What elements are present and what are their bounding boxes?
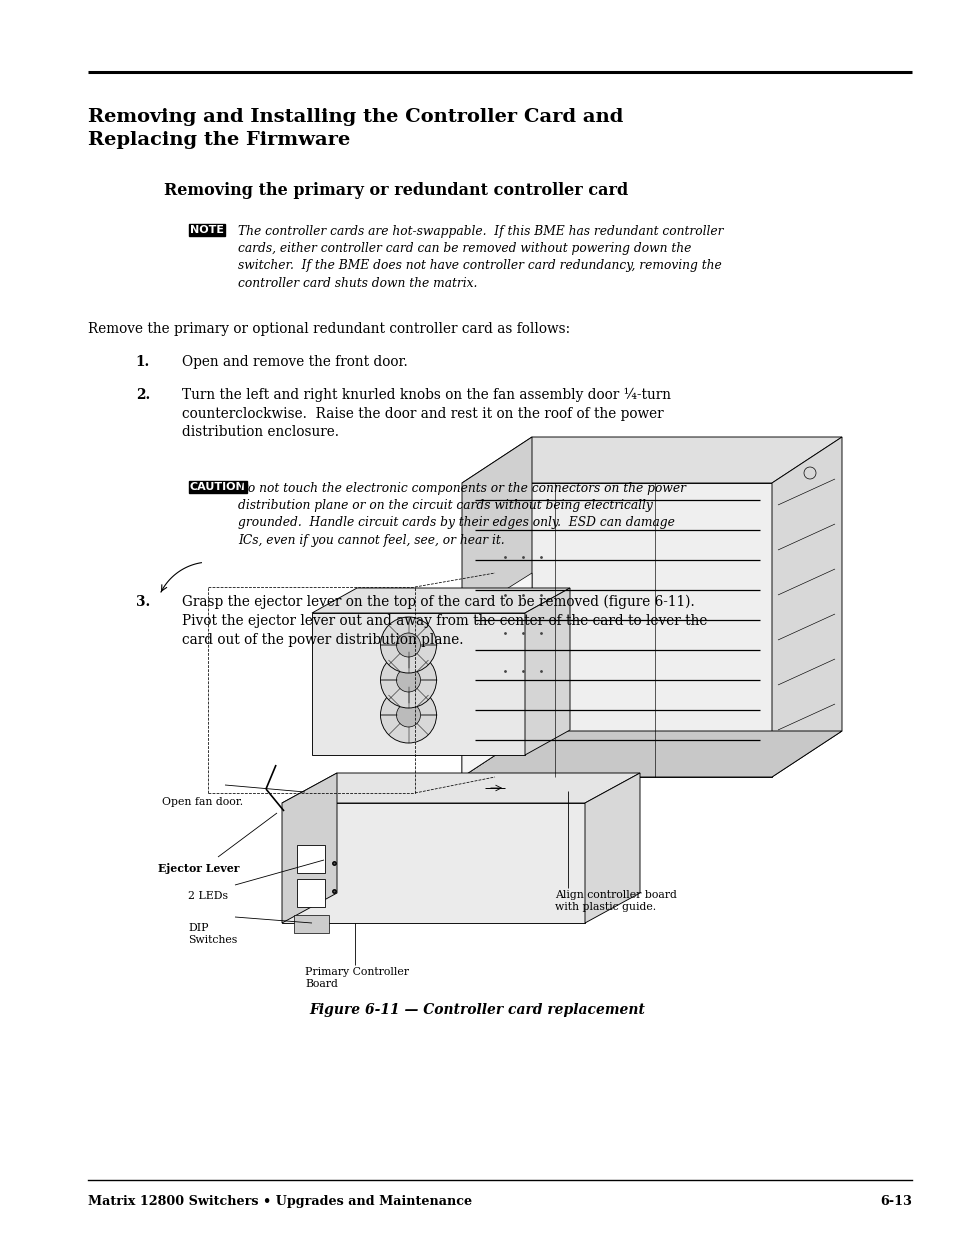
Text: 1.: 1. xyxy=(135,354,150,369)
Polygon shape xyxy=(461,573,532,777)
Text: Open fan door.: Open fan door. xyxy=(162,797,243,806)
Text: 3.: 3. xyxy=(135,595,150,609)
Text: Removing the primary or redundant controller card: Removing the primary or redundant contro… xyxy=(164,182,628,199)
Text: Grasp the ejector lever on the top of the card to be removed (figure 6-11).
Pivo: Grasp the ejector lever on the top of th… xyxy=(182,595,706,647)
Polygon shape xyxy=(282,803,584,923)
Circle shape xyxy=(396,703,420,727)
Text: The controller cards are hot-swappable.  If this BME has redundant controller
ca: The controller cards are hot-swappable. … xyxy=(237,225,722,289)
FancyBboxPatch shape xyxy=(296,845,325,873)
Polygon shape xyxy=(524,588,569,755)
Text: Remove the primary or optional redundant controller card as follows:: Remove the primary or optional redundant… xyxy=(88,322,570,336)
Text: Matrix 12800 Switchers • Upgrades and Maintenance: Matrix 12800 Switchers • Upgrades and Ma… xyxy=(88,1195,472,1208)
Text: CAUTION: CAUTION xyxy=(190,482,246,492)
Polygon shape xyxy=(282,773,639,803)
FancyBboxPatch shape xyxy=(294,915,329,932)
Text: Align controller board
with plastic guide.: Align controller board with plastic guid… xyxy=(555,890,677,911)
Polygon shape xyxy=(584,773,639,923)
Text: 2 LEDs: 2 LEDs xyxy=(188,890,228,902)
Text: Ejector Lever: Ejector Lever xyxy=(158,863,239,874)
Polygon shape xyxy=(312,588,569,613)
Text: Open and remove the front door.: Open and remove the front door. xyxy=(182,354,407,369)
Text: 6-13: 6-13 xyxy=(880,1195,911,1208)
Text: Primary Controller
Board: Primary Controller Board xyxy=(305,967,409,988)
Circle shape xyxy=(380,687,436,743)
Text: DIP
Switches: DIP Switches xyxy=(188,923,237,945)
Text: Figure 6-11 — Controller card replacement: Figure 6-11 — Controller card replacemen… xyxy=(309,1003,644,1016)
Circle shape xyxy=(380,652,436,708)
Text: Turn the left and right knurled knobs on the fan assembly door ¼-turn
counterclo: Turn the left and right knurled knobs on… xyxy=(182,388,670,440)
Polygon shape xyxy=(282,773,336,923)
Polygon shape xyxy=(461,731,841,777)
Text: 2.: 2. xyxy=(135,388,150,403)
Text: Removing and Installing the Controller Card and
Replacing the Firmware: Removing and Installing the Controller C… xyxy=(88,107,622,149)
Text: Do not touch the electronic components or the connectors on the power
distributi: Do not touch the electronic components o… xyxy=(237,482,685,547)
Circle shape xyxy=(380,618,436,673)
Polygon shape xyxy=(771,437,841,777)
Polygon shape xyxy=(461,483,771,777)
Polygon shape xyxy=(461,437,532,777)
FancyBboxPatch shape xyxy=(296,879,325,906)
Circle shape xyxy=(396,634,420,657)
Polygon shape xyxy=(312,613,524,755)
Text: NOTE: NOTE xyxy=(190,225,224,235)
Polygon shape xyxy=(461,437,841,483)
Circle shape xyxy=(396,668,420,692)
